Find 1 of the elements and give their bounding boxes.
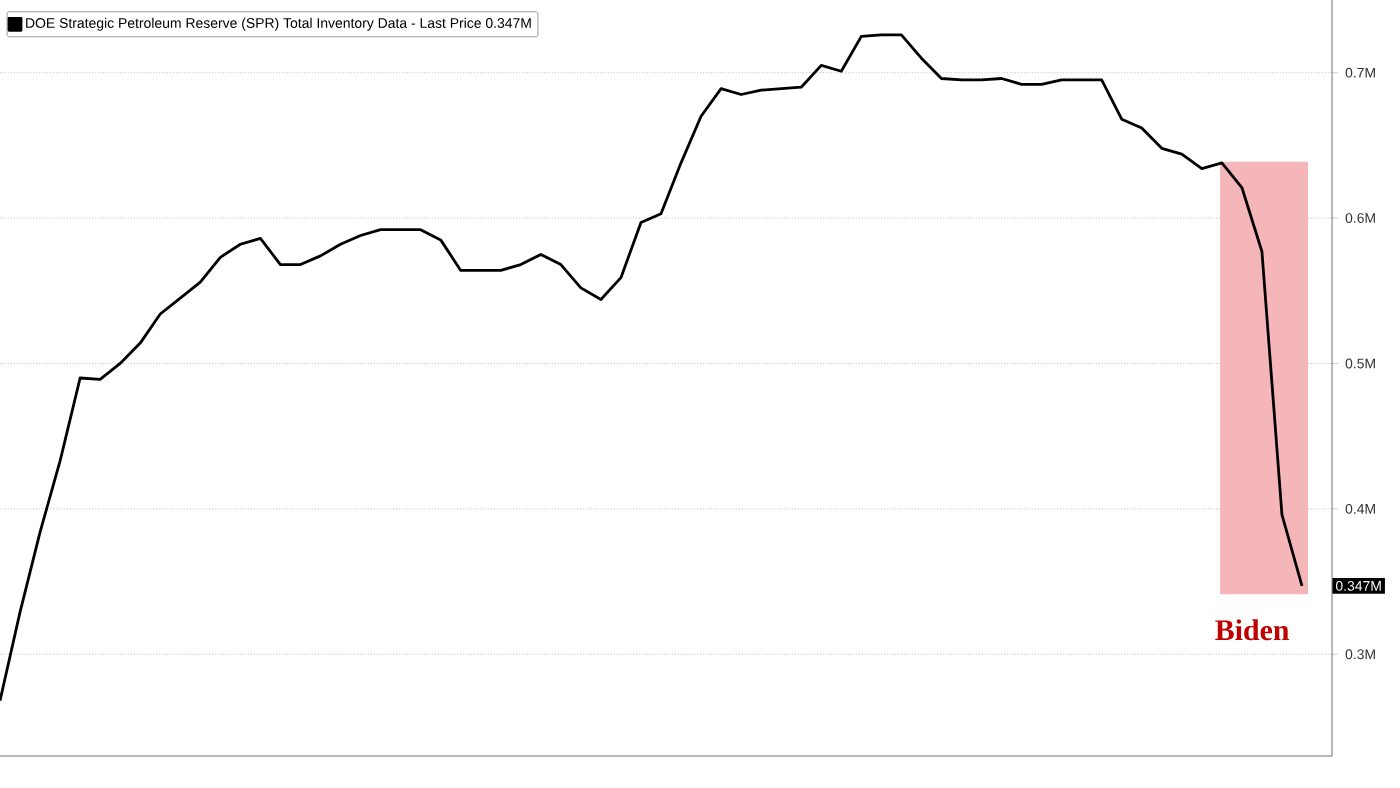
annotation: Biden bbox=[1215, 619, 1290, 641]
